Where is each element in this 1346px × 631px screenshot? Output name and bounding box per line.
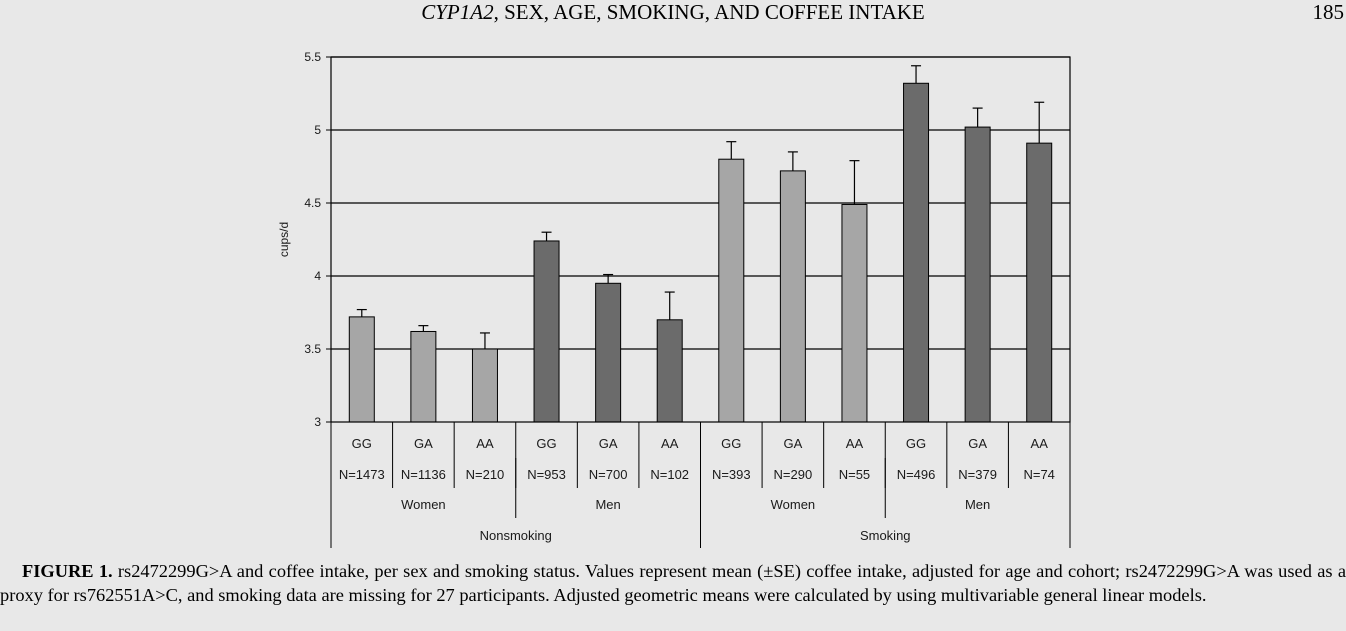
bar: [779, 170, 806, 423]
figure-chart: 3 3.5 4 4.5 5 5.5 cups/d GG N=1473 GA N=1136 AA N=21…: [277, 50, 1071, 548]
bar: [656, 319, 683, 423]
y-tick-label: 5: [314, 123, 321, 137]
y-tick-label: 3: [314, 415, 321, 429]
genotype-label: GA: [968, 436, 987, 451]
running-title: CYP1A2, SEX, AGE, SMOKING, AND COFFEE IN…: [0, 0, 1346, 24]
genotype-label: GG: [906, 436, 926, 451]
bar: [533, 240, 560, 423]
sample-size-label: N=55: [839, 467, 870, 482]
bar: [964, 126, 991, 423]
sample-size-label: N=379: [958, 467, 997, 482]
y-tick-label: 4.5: [304, 196, 321, 210]
bar: [841, 203, 868, 423]
genotype-label: GA: [599, 436, 618, 451]
smoking-group-label: Smoking: [860, 528, 911, 543]
y-tick-label: 4: [314, 269, 321, 283]
bar: [471, 348, 498, 423]
sex-group-label: Women: [771, 497, 816, 512]
plot-frame: [330, 56, 1071, 423]
sample-size-label: N=1136: [401, 467, 446, 482]
genotype-label: GG: [536, 436, 556, 451]
genotype-label: GA: [783, 436, 802, 451]
sample-size-label: N=210: [466, 467, 505, 482]
sex-group-label: Men: [965, 497, 990, 512]
genotype-label: AA: [661, 436, 679, 451]
bar: [718, 158, 745, 423]
y-axis-label: cups/d: [277, 222, 291, 257]
genotype-label: GA: [414, 436, 433, 451]
figure-caption-text: rs2472299G>A and coffee intake, per sex …: [0, 561, 1346, 605]
figure-caption: FIGURE 1. rs2472299G>A and coffee intake…: [0, 560, 1346, 607]
sample-size-label: N=393: [712, 467, 751, 482]
figure-label: FIGURE 1.: [22, 561, 113, 581]
sample-size-label: N=290: [774, 467, 813, 482]
genotype-label: AA: [1031, 436, 1049, 451]
bar: [348, 316, 375, 423]
sample-size-label: N=102: [650, 467, 689, 482]
bar: [410, 330, 437, 423]
bar: [1026, 142, 1053, 423]
genotype-label: GG: [721, 436, 741, 451]
y-tick-label: 5.5: [304, 50, 321, 64]
running-title-gene: CYP1A2: [421, 0, 494, 24]
running-title-text: , SEX, AGE, SMOKING, AND COFFEE INTAKE: [493, 0, 925, 24]
sample-size-label: N=496: [897, 467, 936, 482]
page-number: 185: [1312, 0, 1345, 24]
genotype-label: AA: [846, 436, 864, 451]
sex-group-label: Men: [595, 497, 620, 512]
sample-size-label: N=1473: [339, 467, 385, 482]
genotype-label: GG: [352, 436, 372, 451]
sample-size-label: N=700: [589, 467, 628, 482]
sample-size-label: N=74: [1023, 467, 1054, 482]
bar: [903, 82, 930, 423]
bar: [595, 282, 622, 423]
smoking-group-label: Nonsmoking: [480, 528, 552, 543]
sample-size-label: N=953: [527, 467, 566, 482]
running-head: CYP1A2, SEX, AGE, SMOKING, AND COFFEE IN…: [0, 0, 1346, 24]
sex-group-label: Women: [401, 497, 446, 512]
genotype-label: AA: [476, 436, 494, 451]
y-tick-label: 3.5: [304, 342, 321, 356]
